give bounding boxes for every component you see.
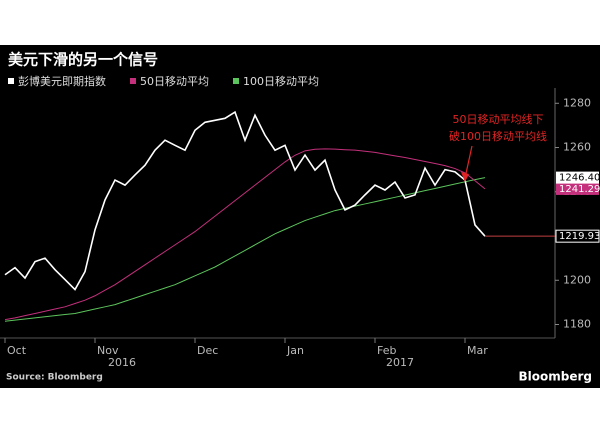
year-label: 2016: [108, 356, 136, 369]
annotation: 破100日移动平均线: [449, 129, 547, 143]
legend-swatch: [233, 78, 239, 84]
x-tick-label: Mar: [467, 344, 488, 357]
last-value-box: [556, 182, 599, 195]
legend-swatch: [8, 78, 14, 84]
last-value-label: 1219.93: [559, 231, 600, 242]
legend-label: 50日移动平均: [140, 75, 209, 88]
year-label: 2017: [386, 356, 414, 369]
series-line: [4, 110, 486, 291]
y-tick-label: 1180: [563, 318, 591, 331]
last-value-label: 1241.29: [559, 184, 600, 195]
x-tick-label: Dec: [197, 344, 218, 357]
x-tick-label: Jan: [286, 344, 304, 357]
last-value-label: 1246.40: [559, 173, 600, 184]
series-line: [4, 148, 486, 321]
legend-label: 100日移动平均: [243, 75, 319, 88]
series-line: [4, 177, 486, 322]
last-value-box: [555, 229, 600, 243]
y-tick-label: 1280: [563, 96, 591, 109]
y-tick-label: 1260: [563, 141, 591, 154]
source: Source: Bloomberg: [6, 373, 103, 383]
annotation-arrowhead: [461, 172, 469, 182]
last-value-box: [556, 171, 599, 184]
chart-background: [0, 45, 600, 388]
annotation: 50日移动平均线下: [453, 112, 544, 126]
legend-swatch: [130, 78, 136, 84]
x-tick-label: Oct: [7, 344, 27, 357]
chart-title: 美元下滑的另一个信号: [8, 51, 158, 69]
x-tick-label: Nov: [97, 344, 119, 357]
x-tick-label: Feb: [377, 344, 396, 357]
y-tick-label: 1200: [563, 273, 591, 286]
annotation-arrow: [464, 145, 473, 179]
legend-label: 彭博美元即期指数: [18, 74, 106, 88]
logo: Bloomberg: [519, 370, 593, 384]
